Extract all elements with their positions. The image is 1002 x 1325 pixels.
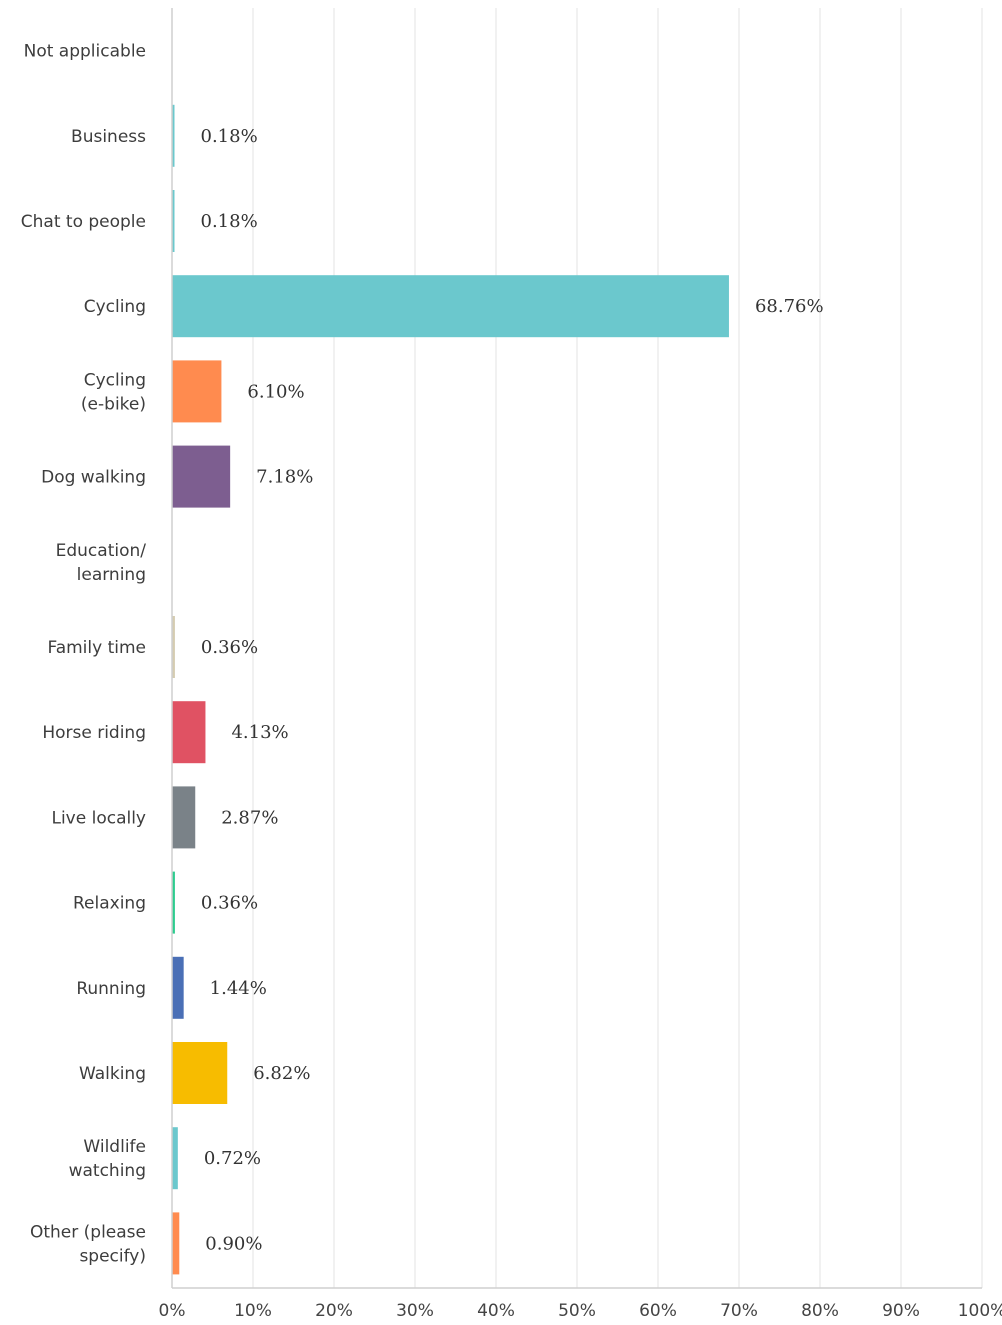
bar <box>172 786 196 849</box>
data-label: 7.18% <box>256 467 313 488</box>
x-tick-label: 20% <box>315 1301 353 1321</box>
data-label: 0.72% <box>204 1148 261 1169</box>
x-tick-label: 50% <box>558 1301 596 1321</box>
bar <box>172 701 206 764</box>
category-label-line: Walking <box>79 1064 146 1084</box>
category-label-line: Wildlife <box>83 1137 146 1157</box>
data-label: 1.44% <box>210 978 267 999</box>
bar <box>172 616 175 678</box>
x-tick-label: 90% <box>882 1301 920 1321</box>
category-label-line: Business <box>71 127 146 147</box>
category-label-line: Chat to people <box>21 212 146 232</box>
bars <box>172 104 729 1275</box>
category-label: Business <box>71 127 146 147</box>
data-label: 6.10% <box>247 381 304 402</box>
data-label: 4.13% <box>231 722 288 743</box>
x-tick-label: 60% <box>639 1301 677 1321</box>
axes <box>171 8 982 1289</box>
x-tick-label: 30% <box>396 1301 434 1321</box>
data-label: 0.18% <box>201 211 258 232</box>
labels: 0% 10% 20% 30% 40% 50% 60% 70% 80% 90% 100% Not app… <box>21 42 1002 1321</box>
x-tick-label: 10% <box>234 1301 272 1321</box>
category-label-line: Live locally <box>51 808 146 828</box>
x-tick-label: 80% <box>801 1301 839 1321</box>
data-label: 68.76% <box>755 296 824 317</box>
data-label: 6.82% <box>253 1063 310 1084</box>
category-label: Cycling (e-bike) <box>81 370 146 414</box>
data-label: 0.90% <box>205 1233 262 1254</box>
category-label: Cycling <box>84 297 146 317</box>
category-label: Walking <box>79 1064 146 1084</box>
category-label-line: Horse riding <box>42 723 146 743</box>
bar <box>172 1212 180 1275</box>
category-label-line: Other (please <box>30 1222 146 1242</box>
x-tick-label: 0% <box>159 1301 186 1321</box>
bar <box>172 275 729 338</box>
bar <box>172 104 175 167</box>
data-label: 2.87% <box>221 807 278 828</box>
category-label-line: Cycling <box>84 370 146 390</box>
x-tick-label: 100% <box>958 1301 1002 1321</box>
category-label-line: Not applicable <box>24 42 146 62</box>
category-label: Wildlife watching <box>69 1137 146 1181</box>
bar <box>172 1127 178 1190</box>
category-label: Not applicable <box>24 42 146 62</box>
bar <box>172 1042 228 1104</box>
bar <box>172 871 175 934</box>
grid-lines <box>252 8 983 1288</box>
bar <box>172 445 231 508</box>
category-label-line: Relaxing <box>73 894 146 914</box>
bar <box>172 190 175 252</box>
category-label: Education/learning <box>56 541 147 585</box>
data-label: 0.18% <box>201 126 258 147</box>
category-label-line: Running <box>76 979 146 999</box>
category-label: Chat to people <box>21 212 146 232</box>
x-tick-label: 40% <box>477 1301 515 1321</box>
bar <box>172 360 222 423</box>
category-label-line: Education/ <box>56 541 147 561</box>
category-label-line: learning <box>77 565 146 585</box>
category-label-line: (e-bike) <box>81 394 146 414</box>
category-label-line: Family time <box>47 638 146 658</box>
category-label: Horse riding <box>42 723 146 743</box>
category-label: Dog walking <box>41 468 146 488</box>
bar <box>172 956 184 1019</box>
category-label: Other (please specify) <box>30 1222 146 1266</box>
data-label: 0.36% <box>201 893 258 914</box>
category-label-line: specify) <box>79 1246 146 1266</box>
category-label: Live locally <box>51 808 146 828</box>
category-label: Family time <box>47 638 146 658</box>
x-tick-label: 70% <box>720 1301 758 1321</box>
category-label: Relaxing <box>73 894 146 914</box>
category-label-line: Cycling <box>84 297 146 317</box>
category-label: Running <box>76 979 146 999</box>
data-label: 0.36% <box>201 637 258 658</box>
category-label-line: watching <box>69 1161 146 1181</box>
category-label-line: Dog walking <box>41 468 146 488</box>
